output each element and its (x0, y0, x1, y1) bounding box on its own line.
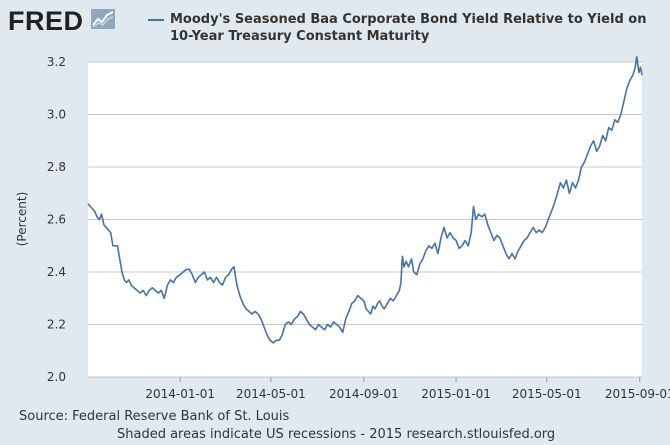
y-axis-ticks: 2.0 2.2 2.4 2.6 2.8 3.0 3.2 (47, 55, 66, 384)
x-tick-label: 2014-05-01 (236, 387, 306, 401)
series-line (87, 56, 643, 344)
source-note: Source: Federal Reserve Bank of St. Loui… (19, 409, 290, 424)
x-tick-label: 2015-01-01 (421, 387, 491, 401)
legend-series-swatch (148, 19, 164, 21)
chart-title: Moody's Seasoned Baa Corporate Bond Yiel… (170, 12, 647, 44)
x-tick-label: 2015-05-01 (512, 387, 582, 401)
y-tick-label: 2.8 (47, 160, 66, 174)
fred-chart-badge-icon (91, 9, 115, 29)
y-tick-label: 2.6 (47, 213, 66, 227)
y-tick-label: 2.2 (47, 318, 66, 332)
y-tick-label: 3.2 (47, 55, 66, 69)
fred-logo[interactable]: FRED (8, 6, 84, 36)
y-axis-label: (Percent) (15, 192, 29, 247)
y-tick-label: 3.0 (47, 108, 66, 122)
y-tick-label: 2.4 (47, 265, 66, 279)
x-tick-label: 2014-09-01 (329, 387, 399, 401)
x-tick-label: 2014-01-01 (145, 387, 215, 401)
recession-note[interactable]: Shaded areas indicate US recessions - 20… (117, 427, 556, 442)
x-axis-ticks: 2014-01-01 2014-05-01 2014-09-01 2015-01-01… (145, 377, 670, 401)
x-tick-label: 2015-09-01 (605, 387, 670, 401)
y-tick-label: 2.0 (47, 370, 66, 384)
